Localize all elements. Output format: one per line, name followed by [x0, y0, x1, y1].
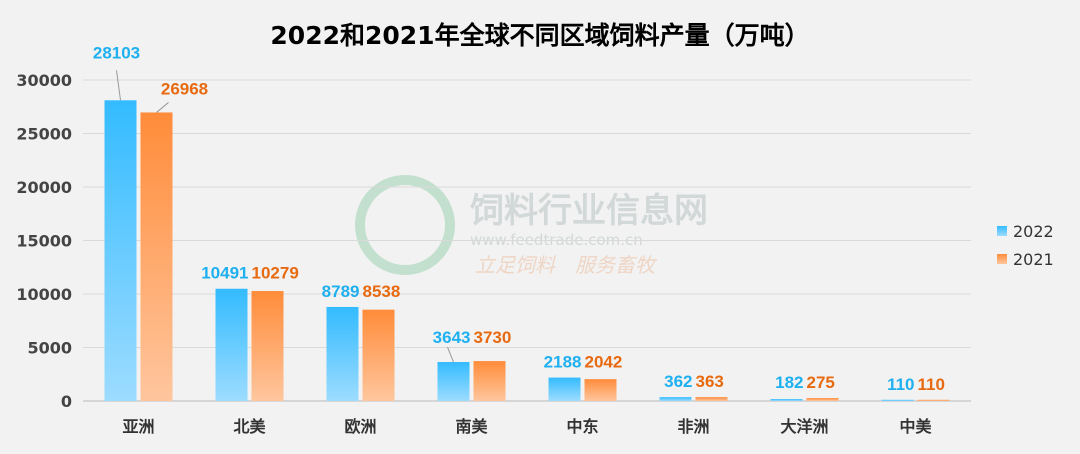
data-label: 110 — [918, 375, 945, 394]
bar-2021 — [251, 291, 284, 401]
bar-2021 — [140, 112, 173, 402]
watermark: 饲料行业信息网 www.feedtrade.com.cn 立足饲料 服务畜牧 — [355, 175, 708, 277]
y-tick-label: 15000 — [16, 232, 72, 251]
bar-2022 — [215, 288, 248, 401]
legend-swatch — [997, 226, 1007, 236]
chart-title: 2022和2021年全球不同区域饲料产量（万吨） — [270, 21, 809, 50]
watermark-logo-icon — [355, 175, 455, 275]
bar-2021 — [806, 398, 839, 401]
data-label: 8538 — [363, 282, 401, 301]
y-tick-label: 20000 — [16, 178, 72, 197]
data-label: 363 — [696, 372, 724, 391]
x-tick-label: 南美 — [455, 417, 488, 436]
data-label: 182 — [775, 373, 803, 392]
y-tick-label: 0 — [61, 392, 72, 411]
legend-label: 2021 — [1013, 250, 1054, 269]
y-tick-label: 5000 — [27, 339, 72, 358]
watermark-name: 饲料行业信息网 — [470, 191, 708, 231]
bar-2021 — [362, 309, 395, 401]
data-label: 28103 — [93, 43, 140, 62]
data-label: 110 — [887, 375, 914, 394]
legend-label: 2022 — [1013, 222, 1054, 241]
data-label: 26968 — [161, 79, 208, 98]
bar-2021 — [917, 399, 950, 401]
x-tick-label: 中美 — [899, 417, 932, 436]
bar-2021 — [584, 379, 617, 401]
y-tick-label: 10000 — [16, 285, 72, 304]
bar-2021 — [473, 361, 506, 401]
watermark-slogan: 立足饲料 服务畜牧 — [475, 253, 658, 277]
data-label: 362 — [664, 372, 692, 391]
bar-2022 — [437, 362, 470, 401]
bar-2022 — [104, 100, 137, 401]
leader-line — [116, 70, 121, 101]
bar-2022 — [881, 399, 914, 401]
x-tick-label: 亚洲 — [122, 417, 154, 436]
leader-line — [447, 346, 454, 363]
bar-2022 — [548, 377, 581, 401]
x-tick-label: 中东 — [566, 417, 598, 436]
bar-2022 — [770, 399, 803, 401]
x-tick-label: 大洋洲 — [780, 417, 828, 436]
data-label: 3643 — [433, 328, 471, 347]
y-tick-label: 30000 — [16, 71, 72, 90]
bar-2022 — [659, 397, 692, 401]
data-label: 275 — [807, 373, 835, 392]
x-tick-label: 北美 — [233, 417, 266, 436]
x-tick-label: 欧洲 — [344, 417, 376, 436]
bar-2021 — [695, 397, 728, 401]
data-label: 10279 — [252, 264, 299, 283]
data-label: 10491 — [201, 264, 248, 283]
data-label: 2188 — [544, 353, 582, 372]
data-label: 8789 — [322, 282, 360, 301]
data-label: 2042 — [585, 353, 623, 372]
x-tick-label: 非洲 — [677, 417, 709, 436]
leader-line — [156, 102, 169, 113]
y-tick-label: 25000 — [16, 125, 72, 144]
legend-swatch — [997, 254, 1007, 264]
data-label: 3730 — [474, 328, 512, 347]
bar-2022 — [326, 306, 359, 401]
